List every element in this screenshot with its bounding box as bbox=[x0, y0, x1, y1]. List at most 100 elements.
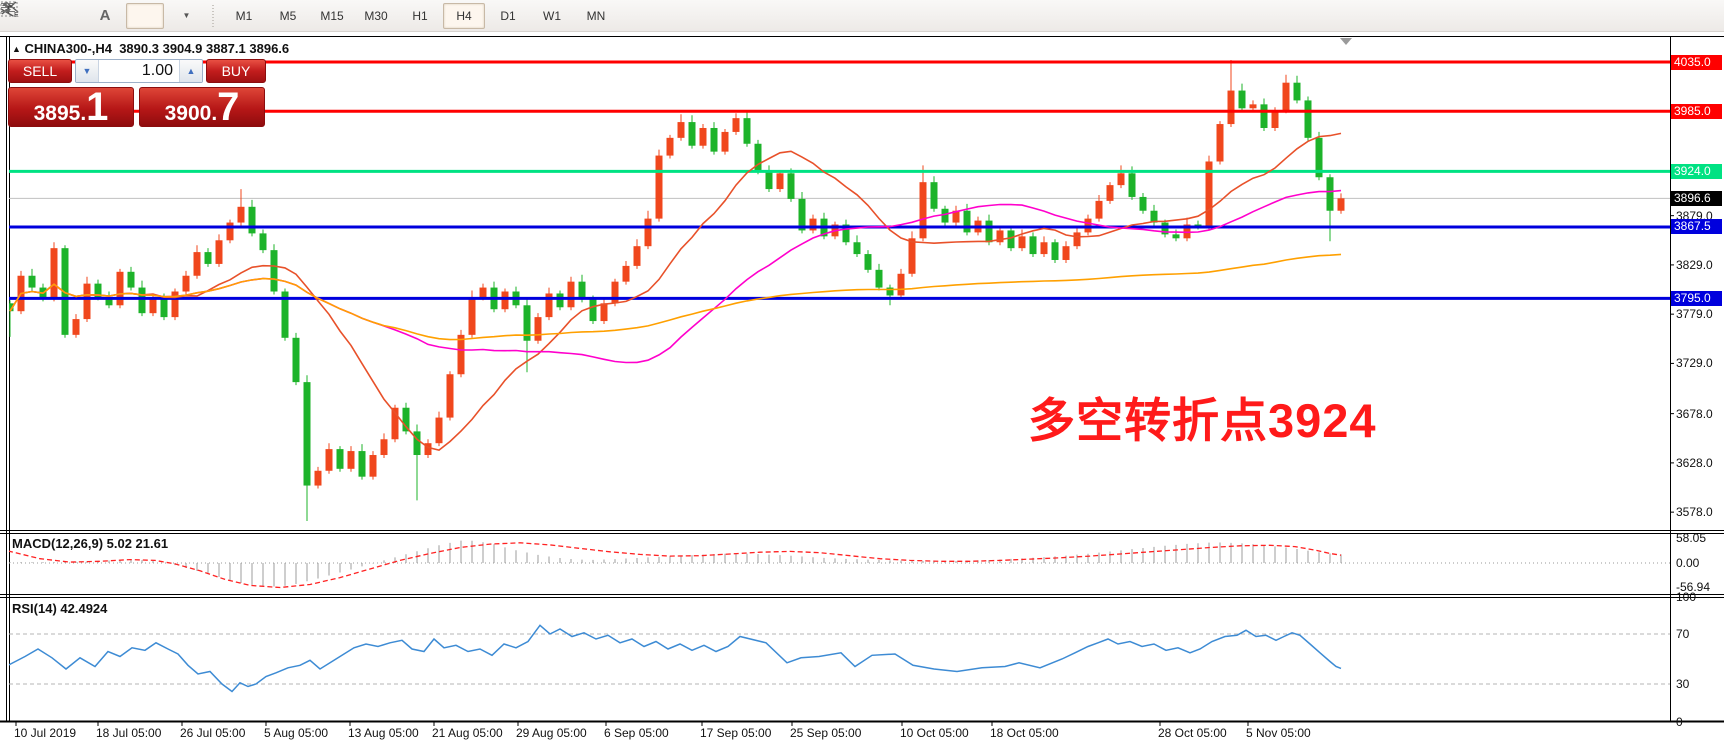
buy-button[interactable]: BUY bbox=[206, 59, 266, 83]
macd-signal-line bbox=[9, 542, 1342, 589]
candle-body bbox=[1018, 236, 1026, 249]
buy-price-main: 3900 bbox=[164, 102, 212, 125]
timeframe-button-m5[interactable]: M5 bbox=[279, 8, 297, 23]
buy-price-box[interactable]: 3900. 7 bbox=[139, 87, 265, 127]
candle-body bbox=[655, 155, 663, 219]
candle-body bbox=[1216, 124, 1224, 162]
candle-body bbox=[1326, 177, 1334, 211]
candle-body bbox=[996, 230, 1004, 243]
candle-body bbox=[435, 417, 443, 444]
price-tick-label: 3729.0 bbox=[1676, 356, 1713, 371]
candle-body bbox=[644, 218, 652, 247]
candle-body bbox=[1062, 246, 1070, 260]
candle-body bbox=[446, 374, 454, 418]
timeframe-button-mn[interactable]: MN bbox=[586, 8, 606, 23]
candle-body bbox=[270, 250, 278, 292]
ohlc-close: 3896.6 bbox=[249, 41, 290, 56]
candle-body bbox=[754, 143, 762, 172]
text-a-tool-button[interactable]: A bbox=[99, 7, 111, 24]
price-pane bbox=[9, 60, 1670, 522]
price-level-badge: 3795.0 bbox=[1671, 290, 1722, 306]
macd-pane bbox=[9, 540, 1670, 589]
candle-body bbox=[259, 233, 267, 251]
rsi-axis-0: 0 bbox=[1676, 714, 1683, 729]
candle-body bbox=[1282, 82, 1290, 111]
candle-body bbox=[666, 137, 674, 156]
candle-body bbox=[204, 252, 212, 264]
candle-body bbox=[1150, 210, 1158, 223]
candle-body bbox=[1051, 242, 1059, 260]
candle-body bbox=[83, 283, 91, 320]
candle-body bbox=[1249, 104, 1257, 109]
x-axis-date-label: 5 Nov 05:00 bbox=[1246, 726, 1311, 740]
candle-body bbox=[1238, 90, 1246, 109]
candle-body bbox=[1260, 104, 1268, 128]
candle-body bbox=[1271, 110, 1279, 128]
candle-body bbox=[1172, 234, 1180, 239]
candle-body bbox=[985, 220, 993, 243]
arrows-icon bbox=[2, 2, 11, 13]
candle-body bbox=[193, 252, 201, 276]
rsi-label: RSI(14) 42.4924 bbox=[12, 601, 108, 616]
ohlc-open: 3890.3 bbox=[119, 41, 159, 56]
candle-body bbox=[391, 407, 399, 440]
timeframe-button-h1[interactable]: H1 bbox=[412, 8, 428, 23]
candle-body bbox=[160, 299, 168, 318]
candle-body bbox=[94, 283, 102, 298]
candle-body bbox=[424, 443, 432, 456]
x-axis-date-label: 18 Jul 05:00 bbox=[96, 726, 162, 740]
candle-body bbox=[281, 291, 289, 338]
candle-body bbox=[864, 254, 872, 270]
candle-body bbox=[710, 127, 718, 152]
candle-body bbox=[842, 224, 850, 243]
price-tick-label: 3678.0 bbox=[1676, 406, 1713, 421]
volume-increase-button[interactable]: ▲ bbox=[180, 60, 202, 82]
candle-body bbox=[952, 210, 960, 223]
candle-body bbox=[336, 449, 344, 469]
buy-price-point: . bbox=[211, 102, 218, 125]
candle-body bbox=[149, 299, 157, 314]
volume-input[interactable]: 1.00 bbox=[98, 60, 180, 82]
timeframe-button-m15[interactable]: M15 bbox=[320, 8, 344, 23]
x-axis-date-label: 13 Aug 05:00 bbox=[348, 726, 419, 740]
candle-body bbox=[9, 303, 14, 312]
timeframe-button-m30[interactable]: M30 bbox=[364, 8, 388, 23]
x-axis-date-label: 29 Aug 05:00 bbox=[516, 726, 587, 740]
candle-body bbox=[578, 281, 586, 300]
x-axis-date-label: 17 Sep 05:00 bbox=[700, 726, 772, 740]
candle-body bbox=[237, 206, 245, 223]
price-level-badge: 3896.6 bbox=[1671, 190, 1722, 206]
candle-body bbox=[1337, 198, 1345, 211]
sell-price-main: 3895 bbox=[33, 102, 81, 125]
x-axis-date-label: 6 Sep 05:00 bbox=[604, 726, 669, 740]
timeframe-button-h4[interactable]: H4 bbox=[443, 2, 485, 29]
sell-price-box[interactable]: 3895. 1 bbox=[8, 87, 134, 127]
volume-decrease-button[interactable]: ▼ bbox=[76, 60, 98, 82]
sell-button[interactable]: SELL bbox=[8, 59, 72, 83]
timeframe-button-d1[interactable]: D1 bbox=[500, 8, 516, 23]
candle-body bbox=[732, 118, 740, 132]
candle-body bbox=[776, 173, 784, 190]
candle-body bbox=[556, 293, 564, 308]
x-axis-date-label: 21 Aug 05:00 bbox=[432, 726, 503, 740]
candle-body bbox=[1315, 137, 1323, 178]
candle-body bbox=[809, 218, 817, 231]
timeframe-button-m1[interactable]: M1 bbox=[235, 8, 253, 23]
candle-body bbox=[897, 273, 905, 296]
one-click-trade-panel: SELL ▼ 1.00 ▲ BUY 3895. 1 3900. 7 bbox=[8, 59, 266, 127]
macd-axis-zero: 0.00 bbox=[1676, 556, 1700, 570]
candle-body bbox=[28, 275, 36, 288]
price-level-badge: 3867.5 bbox=[1671, 219, 1722, 235]
candle-body bbox=[963, 210, 971, 233]
timeframe-button-w1[interactable]: W1 bbox=[543, 8, 561, 23]
candle-body bbox=[468, 297, 476, 335]
rsi-axis-30: 30 bbox=[1676, 677, 1690, 691]
candle-body bbox=[600, 303, 608, 322]
buy-price-pip: 7 bbox=[217, 85, 240, 129]
candle-body bbox=[688, 122, 696, 146]
arrows-tool-button[interactable]: ▼ bbox=[2, 2, 204, 29]
candle-body bbox=[1293, 82, 1301, 101]
candle-body bbox=[182, 275, 190, 292]
